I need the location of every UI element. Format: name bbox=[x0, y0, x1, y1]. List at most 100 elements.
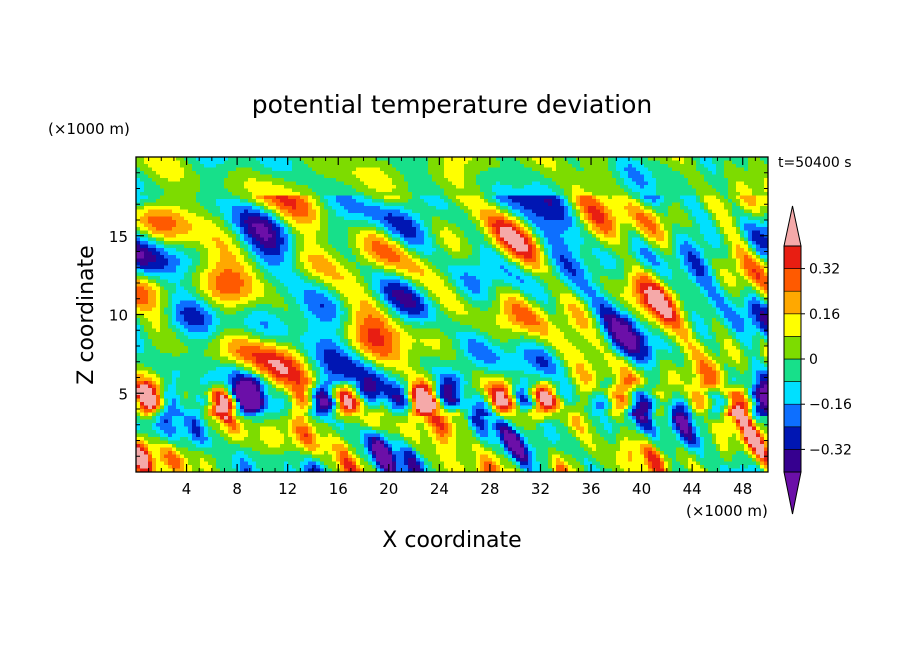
contour-cell bbox=[140, 209, 145, 214]
contour-cell bbox=[736, 244, 741, 249]
contour-cell bbox=[664, 248, 669, 253]
contour-cell bbox=[300, 237, 305, 242]
contour-cell bbox=[244, 199, 249, 204]
contour-cell bbox=[276, 237, 281, 242]
contour-cell bbox=[408, 164, 413, 169]
contour-cell bbox=[656, 160, 661, 165]
contour-cell bbox=[716, 209, 721, 214]
contour-cell bbox=[324, 234, 329, 239]
contour-cell bbox=[148, 188, 153, 193]
contour-cell bbox=[180, 220, 185, 225]
contour-cell bbox=[136, 258, 141, 263]
contour-cell bbox=[568, 185, 573, 190]
contour-cell bbox=[544, 199, 549, 204]
contour-cell bbox=[184, 244, 189, 249]
contour-cell bbox=[384, 227, 389, 232]
contour-cell bbox=[368, 188, 373, 193]
contour-cell bbox=[652, 248, 657, 253]
contour-cell bbox=[316, 241, 321, 246]
contour-cell bbox=[228, 199, 233, 204]
contour-cell bbox=[540, 244, 545, 249]
contour-cell bbox=[176, 262, 181, 267]
contour-cell bbox=[416, 227, 421, 232]
contour-cell bbox=[228, 265, 233, 270]
contour-cell bbox=[684, 223, 689, 228]
contour-cell bbox=[652, 167, 657, 172]
contour-cell bbox=[208, 216, 213, 221]
contour-cell bbox=[420, 202, 425, 207]
contour-cell bbox=[192, 206, 197, 211]
contour-cell bbox=[600, 202, 605, 207]
contour-cell bbox=[252, 220, 257, 225]
contour-cell bbox=[716, 206, 721, 211]
contour-cell bbox=[284, 258, 289, 263]
contour-cell bbox=[168, 230, 173, 235]
contour-cell bbox=[208, 209, 213, 214]
contour-cell bbox=[508, 244, 513, 249]
contour-cell bbox=[408, 167, 413, 172]
contour-cell bbox=[508, 223, 513, 228]
contour-cell bbox=[592, 220, 597, 225]
contour-cell bbox=[268, 248, 273, 253]
contour-cell bbox=[616, 202, 621, 207]
contour-cell bbox=[756, 220, 761, 225]
contour-cell bbox=[736, 206, 741, 211]
contour-cell bbox=[724, 258, 729, 263]
contour-cell bbox=[544, 220, 549, 225]
contour-cell bbox=[556, 227, 561, 232]
contour-cell bbox=[324, 227, 329, 232]
contour-cell bbox=[556, 185, 561, 190]
contour-cell bbox=[232, 251, 237, 256]
contour-cell bbox=[256, 178, 261, 183]
contour-cell bbox=[576, 181, 581, 186]
contour-cell bbox=[252, 160, 257, 165]
contour-cell bbox=[220, 220, 225, 225]
contour-cell bbox=[384, 174, 389, 179]
contour-cell bbox=[496, 167, 501, 172]
contour-cell bbox=[384, 178, 389, 183]
contour-cell bbox=[196, 241, 201, 246]
contour-cell bbox=[700, 185, 705, 190]
contour-cell bbox=[388, 209, 393, 214]
contour-cell bbox=[456, 220, 461, 225]
contour-cell bbox=[664, 209, 669, 214]
contour-cell bbox=[456, 234, 461, 239]
contour-cell bbox=[216, 216, 221, 221]
contour-cell bbox=[748, 157, 753, 162]
contour-cell bbox=[452, 216, 457, 221]
contour-cell bbox=[616, 157, 621, 162]
contour-cell bbox=[276, 185, 281, 190]
contour-cell bbox=[596, 188, 601, 193]
contour-cell bbox=[176, 237, 181, 242]
contour-cell bbox=[184, 181, 189, 186]
contour-cell bbox=[420, 216, 425, 221]
contour-cell bbox=[576, 192, 581, 197]
contour-cell bbox=[544, 213, 549, 218]
contour-cell bbox=[632, 171, 637, 176]
contour-cell bbox=[672, 216, 677, 221]
contour-cell bbox=[548, 178, 553, 183]
contour-cell bbox=[164, 160, 169, 165]
contour-cell bbox=[708, 234, 713, 239]
contour-cell bbox=[652, 160, 657, 165]
contour-cell bbox=[424, 230, 429, 235]
contour-cell bbox=[180, 258, 185, 263]
contour-cell bbox=[332, 195, 337, 200]
contour-cell bbox=[196, 227, 201, 232]
contour-cell bbox=[456, 248, 461, 253]
contour-cell bbox=[392, 192, 397, 197]
contour-cell bbox=[356, 192, 361, 197]
contour-cell bbox=[252, 181, 257, 186]
contour-cell bbox=[148, 230, 153, 235]
contour-cell bbox=[168, 178, 173, 183]
contour-cell bbox=[604, 206, 609, 211]
contour-cell bbox=[416, 237, 421, 242]
contour-cell bbox=[640, 195, 645, 200]
contour-cell bbox=[156, 248, 161, 253]
contour-cell bbox=[756, 248, 761, 253]
contour-cell bbox=[528, 188, 533, 193]
contour-cell bbox=[576, 234, 581, 239]
contour-cell bbox=[512, 171, 517, 176]
contour-cell bbox=[336, 188, 341, 193]
contour-cell bbox=[264, 237, 269, 242]
